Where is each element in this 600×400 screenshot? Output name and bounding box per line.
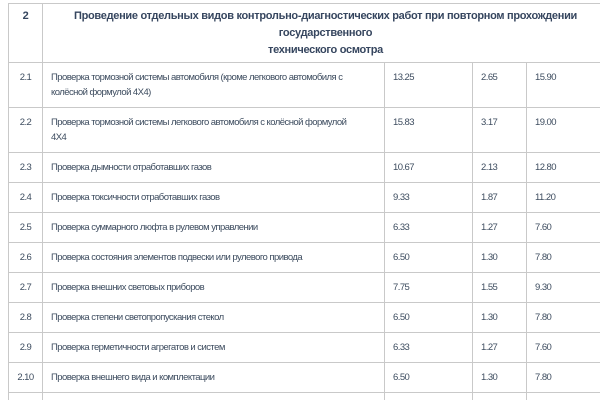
row-value-2: 1.30 xyxy=(472,362,527,393)
row-value-3: 7.80 xyxy=(526,242,600,273)
row-value-1: 6.50 xyxy=(384,362,473,393)
table-row: 2.3 Проверка дымности отработавших газов… xyxy=(8,152,600,183)
row-number: 2.11 xyxy=(8,392,43,400)
header-row-number: 2 xyxy=(8,3,43,63)
row-value-2: 1.27 xyxy=(472,332,527,363)
table-row: 2.2 Проверка тормозной системы легкового… xyxy=(8,107,600,153)
row-number: 2.1 xyxy=(8,62,43,108)
row-value-3: 19.00 xyxy=(526,107,600,153)
row-value-1: 13.25 xyxy=(384,62,473,108)
row-description: Проверка тормозной системы легкового авт… xyxy=(42,107,385,153)
row-value-2: 1.30 xyxy=(472,242,527,273)
inspection-table-body: 2 Проведение отдельных видов контрольно-… xyxy=(8,3,600,400)
row-number: 2.9 xyxy=(8,332,43,363)
row-value-1: 7.75 xyxy=(384,272,473,303)
table-row: 2.9 Проверка герметичности агрегатов и с… xyxy=(8,332,600,363)
row-description: Проверка герметичности агрегатов и систе… xyxy=(42,332,385,363)
row-value-1: 6.33 xyxy=(384,212,473,243)
row-description: Проверка тормозной системы автомобиля (к… xyxy=(42,62,385,108)
row-value-2: 1.55 xyxy=(472,272,527,303)
row-value-2: 1.27 xyxy=(472,392,527,400)
row-value-3: 15.90 xyxy=(526,62,600,108)
table-row: 2.10 Проверка внешнего вида и комплектац… xyxy=(8,362,600,393)
row-value-2: 2.13 xyxy=(472,152,527,183)
header-title-cell: Проведение отдельных видов контрольно-ди… xyxy=(42,3,600,63)
row-value-3: 7.80 xyxy=(526,302,600,333)
table-row: 2.8 Проверка степени светопропускания ст… xyxy=(8,302,600,333)
row-value-3: 11.20 xyxy=(526,182,600,213)
row-number: 2.4 xyxy=(8,182,43,213)
row-value-2: 1.30 xyxy=(472,302,527,333)
table-row: 2.1 Проверка тормозной системы автомобил… xyxy=(8,62,600,108)
row-number: 2.6 xyxy=(8,242,43,273)
row-value-1: 6.50 xyxy=(384,302,473,333)
table-row: 2.6 Проверка состояния элементов подвеск… xyxy=(8,242,600,273)
row-description: Проверка дымности отработавших газов xyxy=(42,152,385,183)
row-description: Проверка токсичности отработавших газов xyxy=(42,182,385,213)
row-description: Проверка уровня шума системы выпуска отр… xyxy=(42,392,385,400)
row-value-1: 6.50 xyxy=(384,242,473,273)
row-value-1: 6.33 xyxy=(384,392,473,400)
row-number: 2.3 xyxy=(8,152,43,183)
row-number: 2.8 xyxy=(8,302,43,333)
row-description: Проверка суммарного люфта в рулевом упра… xyxy=(42,212,385,243)
table-row: 2.4 Проверка токсичности отработавших га… xyxy=(8,182,600,213)
row-value-3: 7.80 xyxy=(526,362,600,393)
row-value-3: 7.60 xyxy=(526,212,600,243)
row-value-3: 12.80 xyxy=(526,152,600,183)
table-row: 2.5 Проверка суммарного люфта в рулевом … xyxy=(8,212,600,243)
row-number: 2.5 xyxy=(8,212,43,243)
row-description: Проверка внешнего вида и комплектации xyxy=(42,362,385,393)
row-value-2: 1.87 xyxy=(472,182,527,213)
row-value-3: 9.30 xyxy=(526,272,600,303)
row-value-3: 7.60 xyxy=(526,392,600,400)
row-description: Проверка состояния элементов подвески ил… xyxy=(42,242,385,273)
row-value-1: 6.33 xyxy=(384,332,473,363)
row-description: Проверка степени светопропускания стекол xyxy=(42,302,385,333)
row-value-2: 3.17 xyxy=(472,107,527,153)
table-row: 2.11 Проверка уровня шума системы выпуск… xyxy=(8,392,600,400)
row-number: 2.7 xyxy=(8,272,43,303)
table-header-row: 2 Проведение отдельных видов контрольно-… xyxy=(8,3,600,63)
inspection-tariff-table: 2 Проведение отдельных видов контрольно-… xyxy=(8,3,600,400)
row-value-2: 1.27 xyxy=(472,212,527,243)
row-value-3: 7.60 xyxy=(526,332,600,363)
row-value-1: 15.83 xyxy=(384,107,473,153)
header-title-line2: технического осмотра xyxy=(267,44,383,56)
header-title-line1: Проведение отдельных видов контрольно-ди… xyxy=(73,10,578,39)
row-value-2: 2.65 xyxy=(472,62,527,108)
row-description: Проверка внешних световых приборов xyxy=(42,272,385,303)
table-row: 2.7 Проверка внешних световых приборов 7… xyxy=(8,272,600,303)
row-number: 2.10 xyxy=(8,362,43,393)
row-value-1: 9.33 xyxy=(384,182,473,213)
row-number: 2.2 xyxy=(8,107,43,153)
row-value-1: 10.67 xyxy=(384,152,473,183)
